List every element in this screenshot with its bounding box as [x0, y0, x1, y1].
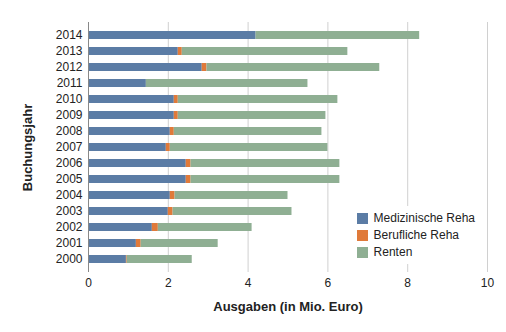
svg-text:0: 0	[85, 276, 92, 290]
svg-text:6: 6	[325, 276, 332, 290]
svg-text:2001: 2001	[56, 236, 83, 250]
svg-text:2009: 2009	[56, 108, 83, 122]
svg-text:2000: 2000	[56, 252, 83, 266]
svg-text:2014: 2014	[56, 28, 83, 42]
svg-text:2011: 2011	[57, 76, 83, 90]
svg-text:2012: 2012	[56, 60, 83, 74]
svg-text:2: 2	[165, 276, 172, 290]
html-text:Renten: Renten	[373, 245, 413, 259]
svg-text:2013: 2013	[56, 44, 83, 58]
svg-text:2004: 2004	[56, 188, 83, 202]
svg-text:Ausgaben (in Mio. Euro): Ausgaben (in Mio. Euro)	[213, 299, 363, 314]
svg-text:2005: 2005	[56, 172, 83, 186]
svg-text:Buchungsjahr: Buchungsjahr	[20, 104, 35, 191]
html-text:Medizinische Reha: Medizinische Reha	[373, 211, 475, 225]
svg-text:8: 8	[404, 276, 411, 290]
svg-text:2008: 2008	[56, 124, 83, 138]
svg-text:10: 10	[481, 276, 495, 290]
svg-text:2007: 2007	[56, 140, 83, 154]
html-text:Berufliche Reha: Berufliche Reha	[373, 228, 459, 242]
svg-text:2003: 2003	[56, 204, 83, 218]
svg-text:2010: 2010	[56, 92, 83, 106]
svg-text:2006: 2006	[56, 156, 83, 170]
svg-text:4: 4	[245, 276, 252, 290]
svg-text:2002: 2002	[56, 220, 83, 234]
